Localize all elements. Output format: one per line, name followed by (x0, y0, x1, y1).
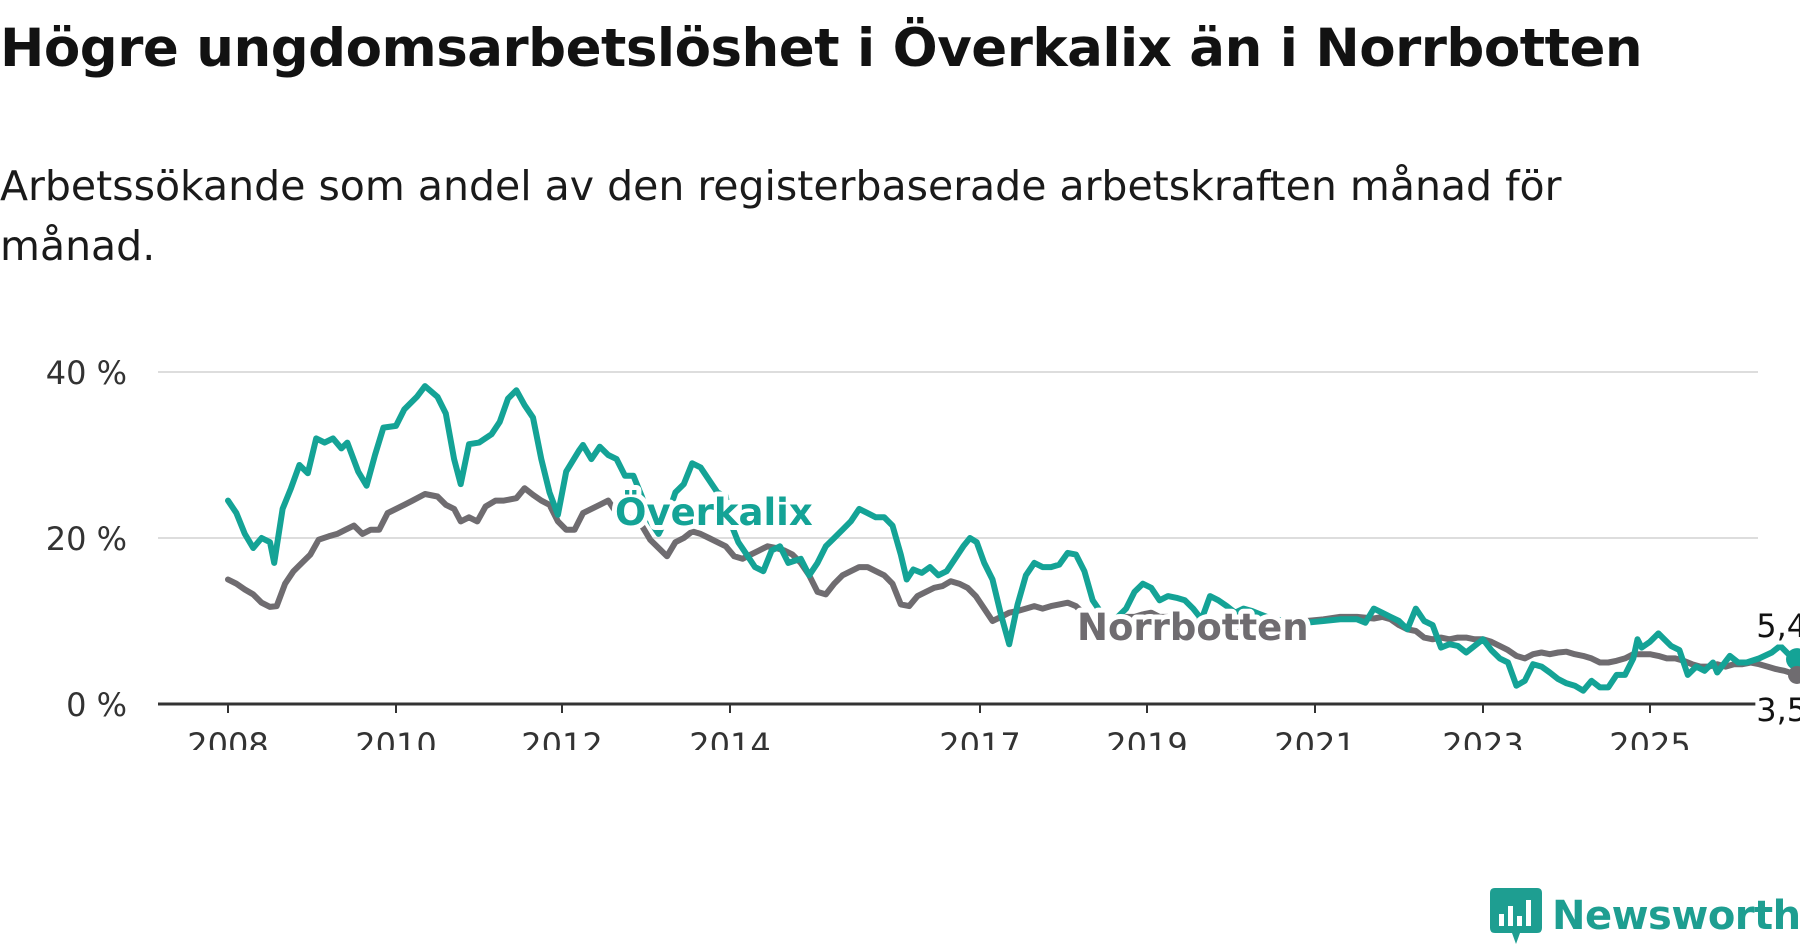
end-marker-norrbotten (1788, 665, 1800, 684)
end-value-label-norrbotten: 3,5 % (1756, 691, 1800, 729)
y-tick-label: 0 % (66, 686, 127, 724)
x-tick-label: 2014 (689, 726, 770, 750)
series-label-overkalix: Överkalix (615, 490, 813, 534)
x-tick-label: 2023 (1442, 726, 1523, 750)
x-tick-label: 2008 (187, 726, 268, 750)
chart-subtitle: Arbetssökande som andel av den registerb… (0, 162, 1562, 270)
y-tick-label: 20 % (46, 520, 127, 558)
series-line-overkalix (225, 383, 1800, 694)
series-line-norrbotten (225, 485, 1800, 678)
x-tick-label: 2017 (939, 726, 1020, 750)
series-label-norrbotten: Norrbotten (1077, 606, 1309, 649)
brand-name: Newsworthy (1552, 893, 1800, 939)
x-tick-label: 2019 (1106, 726, 1187, 750)
newsworthy-logo-icon (1490, 888, 1542, 944)
x-tick-label: 2021 (1274, 726, 1355, 750)
end-value-label-overkalix: 5,4 % (1756, 607, 1800, 645)
chart-title: Högre ungdomsarbetslöshet i Överkalix än… (0, 18, 1643, 79)
x-tick-label: 2025 (1609, 726, 1690, 750)
newsworthy-logo: Newsworthy (1490, 888, 1800, 948)
x-tick-label: 2012 (521, 726, 602, 750)
line-chart: 0 % 20 % 40 % 2008 2010 2012 2014 2017 2019 2021 2… (46, 354, 1800, 750)
y-tick-label: 40 % (46, 354, 127, 392)
end-marker-overkalix (1786, 648, 1800, 671)
x-tick-label: 2010 (355, 726, 436, 750)
